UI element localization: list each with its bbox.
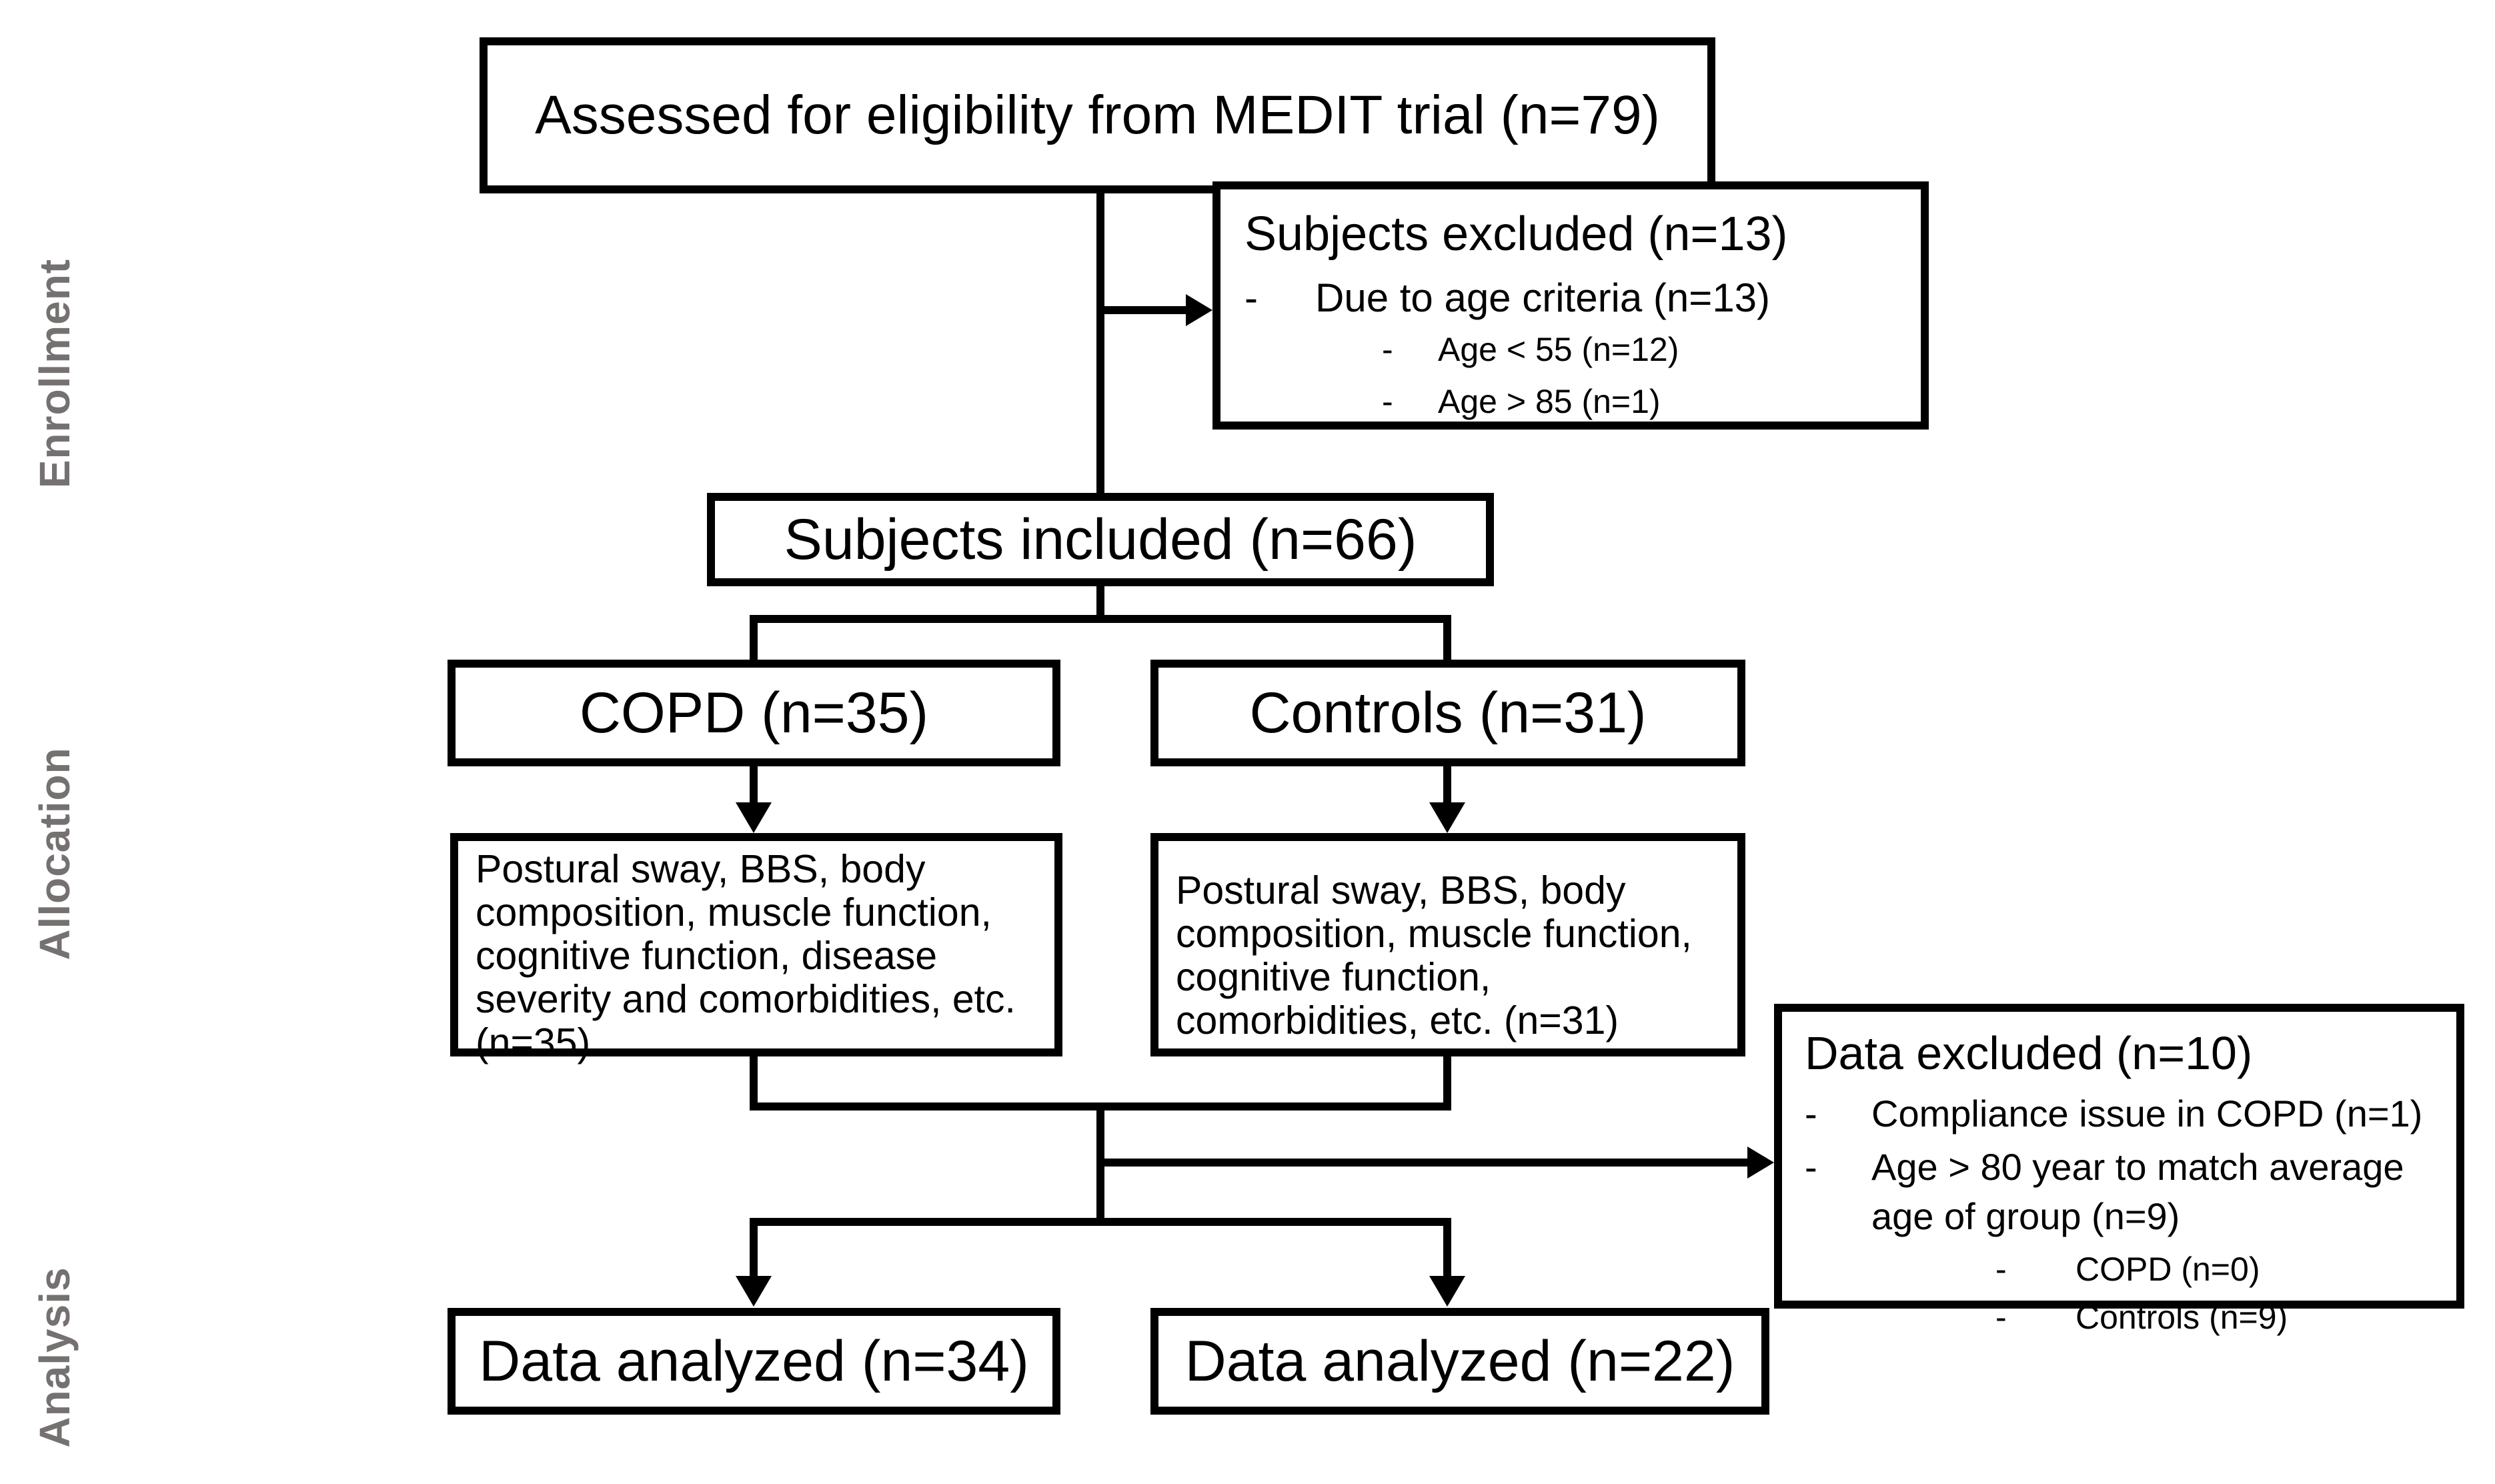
list-item-text: Compliance issue in COPD (n=1)	[1871, 1092, 2423, 1135]
list-subitem: - COPD (n=0)	[1995, 1245, 2447, 1294]
copd-measurements-text: Postural sway, BBS, body composition, mu…	[476, 847, 1016, 1064]
list-item-text: Age > 85 (n=1)	[1438, 382, 1661, 420]
connector-included-down	[1096, 586, 1104, 623]
stage-label-enrollment: Enrollment	[31, 258, 79, 489]
box-data-excluded: Data excluded (n=10) - Compliance issue …	[1774, 1004, 2464, 1336]
bullet-dash: -	[1382, 331, 1393, 368]
connector-to-data-excluded	[1100, 1159, 1749, 1167]
bullet-dash: -	[1805, 1092, 1817, 1135]
list-item: - Due to age criteria (n=13)	[1244, 272, 1909, 324]
box-subjects-excluded: Subjects excluded (n=13) - Due to age cr…	[1212, 181, 1929, 430]
list-item-text: Controls (n=9)	[2075, 1299, 2288, 1337]
connector-split-bus-bottom	[750, 1218, 1451, 1226]
connector-into-controls	[1443, 615, 1451, 660]
connector-to-controls-analyzed	[1443, 1218, 1451, 1277]
connector-controls-to-measures	[1443, 766, 1451, 806]
bullet-dash: -	[1244, 275, 1258, 320]
bullet-dash: -	[1995, 1299, 2007, 1337]
subjects-excluded-title: Subjects excluded (n=13)	[1244, 207, 1788, 261]
list-item: - Age > 80 year to match average age of …	[1805, 1143, 2447, 1241]
list-item-text: Age > 80 year to match average age of gr…	[1871, 1145, 2404, 1237]
box-copd: COPD (n=35)	[448, 660, 1060, 766]
list-item-text: Age < 55 (n=12)	[1438, 331, 1679, 368]
box-controls-data-analyzed: Data analyzed (n=22)	[1150, 1308, 1769, 1415]
arrowhead-copd-analyzed-icon	[736, 1276, 772, 1307]
box-subjects-included: Subjects included (n=66)	[707, 493, 1494, 586]
connector-copd-to-measures	[750, 766, 758, 806]
box-controls-measurements: Postural sway, BBS, body composition, mu…	[1150, 833, 1745, 1056]
stage-label-allocation: Allocation	[31, 747, 79, 960]
connector-controls-measures-down	[1443, 1056, 1451, 1110]
arrowhead-subjects-excluded-icon	[1186, 294, 1212, 326]
connector-to-copd-analyzed	[750, 1218, 758, 1277]
arrowhead-controls-analyzed-icon	[1429, 1276, 1465, 1307]
box-controls: Controls (n=31)	[1150, 660, 1745, 766]
arrowhead-data-excluded-icon	[1747, 1147, 1774, 1179]
connector-to-subjects-excluded	[1100, 306, 1188, 314]
box-copd-data-analyzed: Data analyzed (n=34)	[448, 1308, 1060, 1415]
data-excluded-title: Data excluded (n=10)	[1805, 1027, 2253, 1079]
bullet-dash: -	[1805, 1145, 1817, 1188]
list-subitem: - Age < 55 (n=12)	[1382, 324, 1909, 376]
list-subitem: - Controls (n=9)	[1995, 1293, 2447, 1342]
connector-assessed-to-included	[1096, 193, 1104, 493]
connector-into-copd	[750, 615, 758, 660]
controls-measurements-text: Postural sway, BBS, body composition, mu…	[1176, 868, 1692, 1042]
box-copd-measurements: Postural sway, BBS, body composition, mu…	[450, 833, 1062, 1064]
bullet-dash: -	[1995, 1250, 2007, 1288]
stage-label-analysis: Analysis	[31, 1267, 79, 1448]
list-item-text: Due to age criteria (n=13)	[1315, 275, 1771, 320]
list-subitem: - Age > 85 (n=1)	[1382, 376, 1909, 428]
connector-split-bus-top	[750, 615, 1451, 623]
list-item: - Compliance issue in COPD (n=1)	[1805, 1089, 2447, 1139]
list-item-text: COPD (n=0)	[2075, 1250, 2260, 1288]
bullet-dash: -	[1382, 382, 1393, 420]
arrowhead-controls-measures-icon	[1429, 802, 1465, 833]
connector-copd-measures-down	[750, 1056, 758, 1110]
box-assessed-eligibility: Assessed for eligibility from MEDIT tria…	[480, 37, 1715, 193]
arrowhead-copd-measures-icon	[736, 802, 772, 833]
